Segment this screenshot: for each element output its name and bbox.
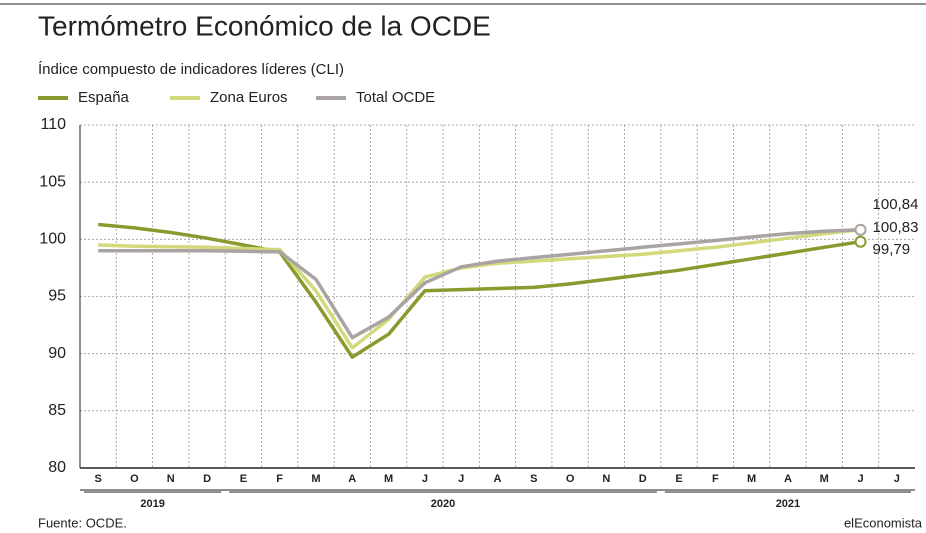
y-tick-label: 95	[48, 288, 66, 305]
source: Fuente: OCDE.	[38, 515, 127, 530]
end-marker	[854, 223, 867, 236]
x-tick-label: M	[820, 473, 829, 485]
x-tick-label: D	[639, 473, 647, 485]
series-line	[98, 222, 861, 359]
y-tick-label: 100	[39, 231, 66, 248]
x-tick-label: E	[240, 473, 247, 485]
end-marker	[854, 235, 867, 248]
x-tick-label: S	[530, 473, 537, 485]
x-tick-label: E	[675, 473, 682, 485]
year-label: 2019	[140, 498, 164, 510]
year-label: 2021	[776, 498, 800, 510]
x-tick-label: J	[422, 473, 428, 485]
y-tick-label: 105	[39, 173, 66, 190]
x-tick-label: S	[94, 473, 101, 485]
y-tick-label: 85	[48, 402, 66, 419]
y-tick-label: 110	[40, 116, 66, 133]
year-label: 2020	[431, 498, 455, 510]
legend-label: Zona Euros	[210, 89, 288, 106]
y-tick-label: 80	[48, 459, 66, 476]
x-tick-label: J	[894, 473, 900, 485]
x-tick-label: M	[747, 473, 756, 485]
x-tick-label: F	[276, 473, 283, 485]
legend-label: Total OCDE	[356, 89, 435, 106]
x-tick-label: N	[602, 473, 610, 485]
x-tick-label: F	[712, 473, 719, 485]
legend-label: España	[78, 89, 130, 106]
x-tick-label: M	[384, 473, 393, 485]
x-tick-label: O	[566, 473, 575, 485]
chart-title: Termómetro Económico de la OCDE	[38, 10, 491, 41]
x-tick-label: J	[857, 473, 863, 485]
x-tick-label: A	[348, 473, 356, 485]
series-line	[98, 228, 861, 340]
x-tick-label: J	[458, 473, 464, 485]
x-tick-label: A	[494, 473, 502, 485]
value-label: 100,83	[873, 219, 919, 236]
x-tick-label: O	[130, 473, 139, 485]
x-tick-label: D	[203, 473, 211, 485]
x-tick-label: M	[311, 473, 320, 485]
x-tick-label: A	[784, 473, 792, 485]
x-tick-label: N	[167, 473, 175, 485]
y-tick-label: 90	[48, 345, 66, 362]
chart-subtitle: Índice compuesto de indicadores líderes …	[38, 61, 344, 78]
value-label: 100,84	[873, 196, 919, 213]
value-label: 99,79	[873, 241, 911, 258]
brand: elEconomista	[844, 515, 923, 530]
